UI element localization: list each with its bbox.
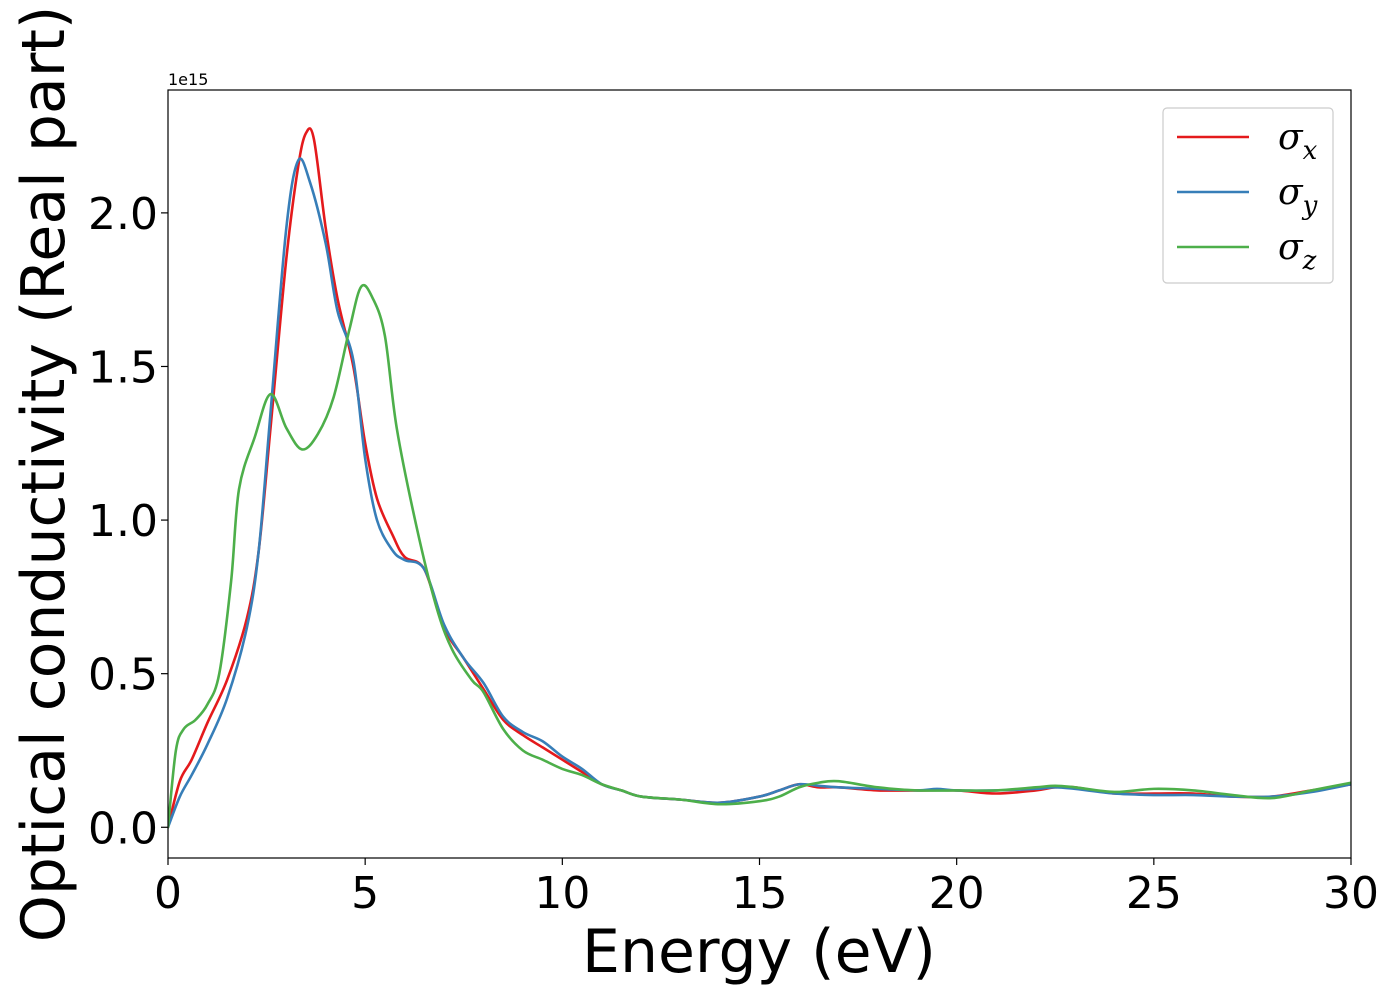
legend-symbol: σ (1278, 227, 1304, 268)
legend-subscript: z (1302, 246, 1317, 276)
y-tick-label: 0.5 (88, 650, 158, 701)
x-tick-label: 0 (154, 868, 182, 919)
legend-label-x: σx (1278, 117, 1318, 166)
legend-symbol: σ (1278, 117, 1304, 158)
x-tick-label: 25 (1126, 868, 1182, 919)
y-axis: 0.0 0.5 1.0 1.5 2.0 (88, 189, 168, 854)
y-tick-label: 0.0 (88, 803, 158, 854)
series-line-x (168, 127, 1351, 829)
y-tick-label: 2.0 (88, 189, 158, 240)
series-line-z (168, 283, 1351, 829)
x-axis: 0 5 10 15 20 25 30 (154, 858, 1379, 919)
x-tick-label: 20 (929, 868, 985, 919)
legend-label-z: σz (1278, 227, 1317, 276)
legend-symbol: σ (1278, 172, 1304, 213)
x-tick-label: 10 (534, 868, 590, 919)
y-offset-label: 1e15 (168, 70, 208, 89)
y-axis-label: Optical conductivity (Real part) (9, 6, 79, 943)
y-tick-label: 1.0 (88, 496, 158, 547)
x-tick-label: 30 (1323, 868, 1379, 919)
series-line-y (168, 157, 1351, 829)
legend-subscript: y (1302, 191, 1318, 221)
y-tick-label: 1.5 (88, 342, 158, 393)
x-axis-label: Energy (eV) (582, 917, 936, 987)
legend-frame (1162, 107, 1334, 284)
legend-label-y: σy (1278, 172, 1318, 221)
x-tick-label: 15 (732, 868, 788, 919)
series-layer (168, 127, 1351, 829)
legend-subscript: x (1303, 136, 1318, 166)
x-tick-label: 5 (351, 868, 379, 919)
